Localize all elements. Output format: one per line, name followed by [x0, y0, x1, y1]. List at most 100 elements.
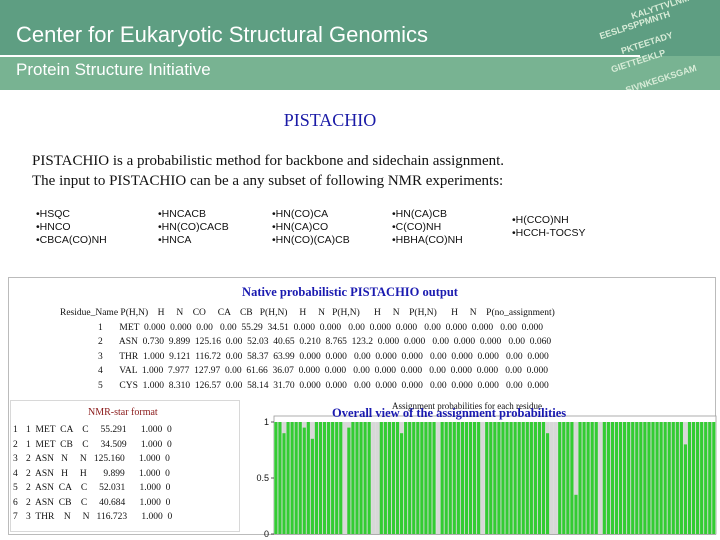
chart-bar: [485, 422, 489, 534]
chart-bar: [558, 422, 562, 534]
nmr-star-box: [10, 400, 240, 532]
chart-bar: [363, 422, 367, 534]
banner-title: Center for Eukaryotic Structural Genomic…: [16, 22, 429, 47]
chart-bar: [493, 422, 497, 534]
native-row: 3 THR 1.000 9.121 116.72 0.00 58.37 63.9…: [60, 351, 549, 362]
chart-bar: [367, 422, 371, 534]
page-title: PISTACHIO: [283, 110, 377, 130]
chart-bar: [651, 422, 655, 534]
nmr-row: 3 THR N N 116.723 1.000 0: [26, 512, 173, 522]
experiment-item: •HCCH-TOCSY: [512, 227, 586, 239]
chart-bar: [379, 422, 383, 534]
native-output-title: Native probabilistic PISTACHIO output: [242, 285, 458, 299]
chart-bar: [643, 422, 647, 534]
chart-bar: [513, 422, 517, 534]
chart-bar: [582, 422, 586, 534]
chart-bar-background: [375, 422, 380, 534]
assignment-probability-chart: 00.51: [256, 415, 717, 538]
chart-bar: [521, 422, 525, 534]
chart-bar: [347, 427, 351, 534]
chart-bar: [594, 422, 598, 534]
experiment-item: •HSQC: [36, 208, 71, 220]
chart-bar: [659, 422, 663, 534]
nmr-index: 7: [13, 512, 18, 522]
experiment-item: •HN(CA)CB: [392, 208, 448, 220]
chart-bar: [424, 422, 428, 534]
chart-bar: [704, 422, 708, 534]
experiment-item: •HN(CA)CO: [272, 221, 329, 233]
chart-bar: [614, 422, 619, 534]
nmr-row: 2 ASN CA C 52.031 1.000 0: [26, 483, 171, 493]
nmr-index: 6: [13, 497, 18, 508]
chart-bar: [359, 422, 363, 534]
chart-bar-background: [598, 422, 603, 534]
chart-bar: [306, 422, 310, 534]
native-row: 1 MET 0.000 0.000 0.00 0.00 55.29 34.51 …: [60, 322, 544, 333]
experiment-column: •H(CCO)NH •HCCH-TOCSY: [512, 214, 586, 240]
chart-bar-background: [436, 422, 441, 534]
chart-bar: [464, 422, 469, 534]
experiment-item: •HNCACB: [158, 208, 207, 220]
chart-bar: [302, 427, 306, 534]
nmr-index: 3: [13, 454, 18, 464]
experiment-item: •HNCO: [36, 221, 71, 233]
chart-bar: [635, 422, 639, 534]
chart-bar: [655, 422, 659, 534]
chart-bar: [602, 422, 606, 534]
chart-bar: [468, 422, 473, 534]
chart-bar: [627, 422, 631, 534]
header-banner: Center for Eukaryotic Structural Genomic…: [0, 0, 720, 90]
chart-bar: [700, 422, 704, 534]
chart-title: Assignment probabilities for each residu…: [392, 401, 542, 411]
experiment-item: •C(CO)NH: [392, 221, 442, 233]
intro-text: PISTACHIO is a probabilistic method for …: [32, 151, 504, 191]
native-row: 4 VAL 1.000 7.977 127.97 0.00 61.66 36.0…: [60, 366, 549, 376]
experiment-item: •HBHA(CO)NH: [392, 234, 463, 246]
chart-bar: [529, 422, 533, 534]
chart-bar: [570, 422, 574, 534]
chart-bar: [533, 422, 537, 534]
chart-bar-background: [371, 422, 376, 534]
chart-bar: [444, 422, 448, 534]
nmr-row: 2 ASN N N 125.160 1.000 0: [26, 454, 170, 464]
chart-bar: [395, 422, 400, 534]
banner-top-band: [0, 0, 720, 56]
chart-bar: [623, 422, 627, 534]
chart-bar: [574, 494, 578, 534]
protein-structure-graphic: KALYTTVLNM EESLPSPPMNTH PKTEETADY GIETTE…: [590, 0, 720, 90]
chart-bar: [472, 422, 477, 534]
chart-bar: [383, 422, 387, 534]
chart-bar: [274, 422, 278, 534]
experiment-column: •HN(CO)CA •HN(CA)CO •HN(CO)(CA)CB: [272, 208, 350, 247]
experiment-column: •HN(CA)CB •C(CO)NH •HBHA(CO)NH: [392, 208, 463, 247]
chart-bar: [286, 422, 290, 534]
output-panel: [8, 277, 716, 535]
chart-bar-background: [553, 422, 558, 534]
nmr-row: 1 MET CB C 34.509 1.000 0: [26, 439, 172, 450]
chart-bar: [562, 422, 566, 534]
experiment-item: •HNCA: [158, 234, 192, 246]
chart-bar: [460, 422, 464, 534]
sequence-fragment: GIETTEEKLP: [609, 47, 667, 75]
chart-bar: [501, 422, 505, 534]
experiment-column: •HNCACB •HN(CO)CACB •HNCA: [158, 208, 229, 247]
experiment-column: •HSQC •HNCO •CBCA(CO)NH: [36, 208, 107, 247]
native-output-table: Residue_Name P(H,N) H N CO CA CB P(H,N) …: [60, 306, 555, 393]
experiment-item: •HN(CO)CACB: [158, 221, 229, 233]
chart-bar: [335, 422, 339, 534]
nmr-star-title: NMR-star format: [88, 407, 158, 418]
chart-bar: [712, 422, 716, 534]
nmr-index: 5: [13, 483, 18, 493]
chart-bar: [667, 422, 671, 534]
chart-bar: [679, 422, 683, 534]
nmr-index: 4: [13, 468, 18, 479]
chart-bar: [428, 422, 432, 534]
chart-bar: [351, 422, 355, 534]
chart-bar: [298, 422, 302, 534]
chart-bar: [416, 422, 420, 534]
chart-bar: [282, 433, 286, 534]
experiment-item: •HN(CO)CA: [272, 208, 329, 220]
chart-bar: [278, 422, 282, 534]
chart-bar: [339, 422, 343, 534]
nmr-index: 1: [13, 425, 18, 435]
